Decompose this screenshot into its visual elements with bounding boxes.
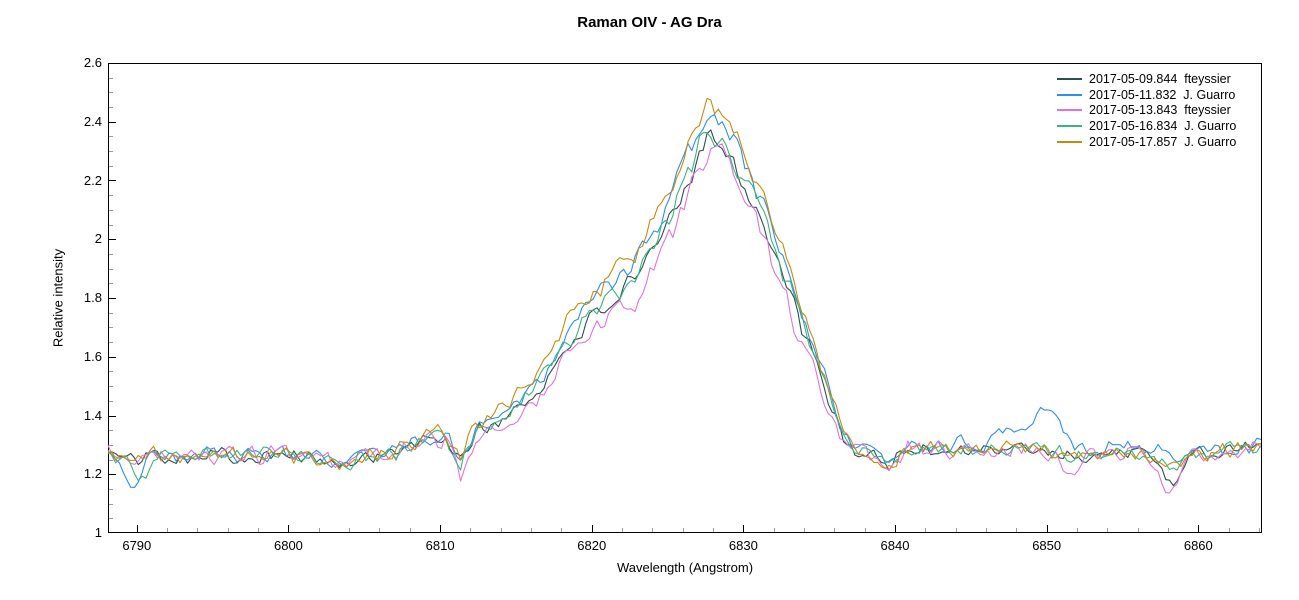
legend-label: 2017-05-17.857 J. Guarro xyxy=(1089,135,1237,150)
series-line-2 xyxy=(108,143,1262,494)
legend-swatch xyxy=(1057,93,1082,96)
legend-item: 2017-05-17.857 J. Guarro xyxy=(1057,134,1236,150)
legend-swatch xyxy=(1057,109,1082,112)
y-tick-label: 1.4 xyxy=(83,407,102,423)
x-tick-label: 6820 xyxy=(577,538,607,553)
plot-canvas xyxy=(108,63,1262,533)
x-tick-label: 6830 xyxy=(728,538,758,553)
legend-item: 2017-05-11.832 J. Guarro xyxy=(1057,87,1236,103)
legend-swatch xyxy=(1057,125,1082,128)
x-axis-label: Wavelength (Angstrom) xyxy=(616,560,754,575)
x-tick-label: 6840 xyxy=(880,538,910,553)
legend-swatch xyxy=(1057,141,1082,144)
legend-item: 2017-05-16.834 J. Guarro xyxy=(1057,118,1236,134)
y-tick-label: 2.2 xyxy=(83,172,102,188)
minor-ticks xyxy=(109,78,1260,532)
y-tick-label: 1.8 xyxy=(83,289,102,305)
legend-label: 2017-05-11.832 J. Guarro xyxy=(1089,87,1236,102)
legend-item: 2017-05-09.844 fteyssier xyxy=(1057,71,1236,87)
major-ticks xyxy=(109,63,1199,532)
y-tick-label: 1 xyxy=(94,524,102,540)
y-tick-label: 2 xyxy=(94,231,102,246)
plot-border xyxy=(108,63,1262,533)
x-tick-label: 6860 xyxy=(1183,538,1213,553)
y-tick-label: 1.6 xyxy=(83,348,102,364)
x-tick-label: 6850 xyxy=(1032,538,1062,553)
x-tick-label: 6810 xyxy=(425,538,455,553)
series-line-0 xyxy=(108,129,1262,487)
legend: 2017-05-09.844 fteyssier 2017-05-11.832 J… xyxy=(1057,71,1236,150)
x-tick-label: 6790 xyxy=(122,538,152,553)
x-tick-label: 6800 xyxy=(273,538,303,553)
chart-title: Raman OIV - AG Dra xyxy=(577,14,722,31)
y-tick-label: 2.6 xyxy=(83,54,102,70)
series-line-3 xyxy=(108,132,1262,482)
legend-item: 2017-05-13.843 fteyssier xyxy=(1057,103,1236,119)
legend-label: 2017-05-13.843 fteyssier xyxy=(1089,103,1231,118)
plot-area xyxy=(108,63,1262,533)
y-tick-label: 1.2 xyxy=(83,466,102,481)
series-line-4 xyxy=(108,97,1262,471)
legend-label: 2017-05-09.844 fteyssier xyxy=(1089,71,1231,86)
series-line-1 xyxy=(108,113,1262,489)
legend-label: 2017-05-16.834 J. Guarro xyxy=(1089,119,1237,134)
legend-swatch xyxy=(1057,77,1082,80)
y-tick-label: 2.4 xyxy=(83,113,102,129)
